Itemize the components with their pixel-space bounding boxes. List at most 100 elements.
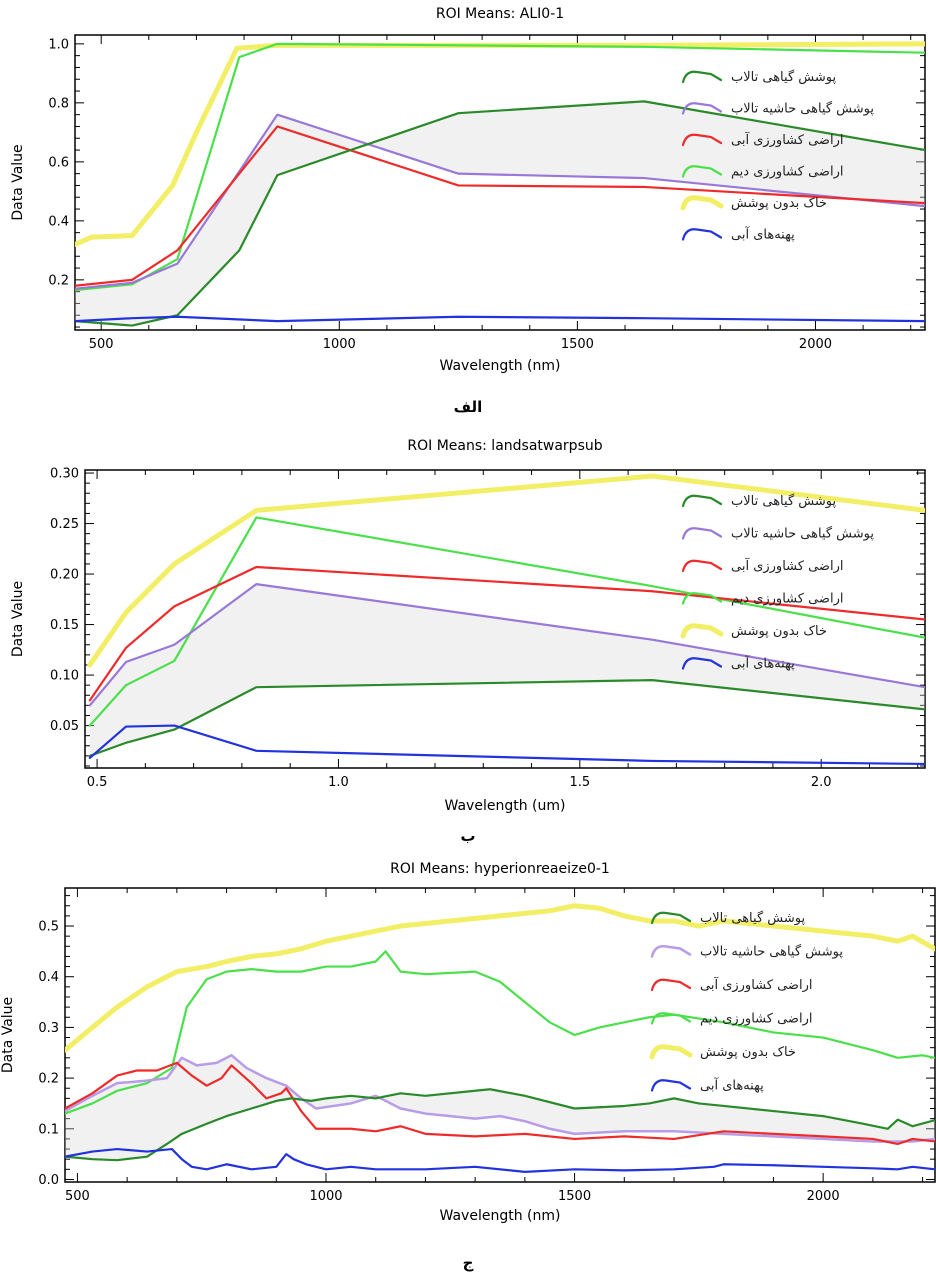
x-tick-label: 2000 — [799, 337, 832, 352]
series-line-2 — [65, 1061, 935, 1146]
x-tick-label: 500 — [65, 1189, 90, 1204]
legend-label-1: پوشش گیاهی حاشیه تالاب — [700, 944, 843, 960]
y-axis-label: Data Value — [10, 581, 26, 657]
chart-title: ROI Means: landsatwarpsub — [407, 438, 602, 454]
legend-symbol-0 — [681, 70, 723, 84]
series-line-2 — [88, 565, 925, 702]
legend-symbol-1 — [650, 944, 692, 958]
series-line-3 — [88, 516, 925, 727]
y-tick-label: 0.0 — [38, 1173, 59, 1188]
legend-symbol-4 — [680, 195, 724, 211]
chart-3-svg: ROI Means: hyperionreaeize0-1 Wavelength … — [0, 861, 936, 1224]
y-axis-label: Data Value — [10, 144, 26, 220]
series-line-3 — [65, 950, 935, 1115]
legend-label-5: پهنه‌های آبی — [700, 1077, 764, 1094]
series-line-2 — [75, 125, 925, 287]
legend-label-3: اراضی کشاورزی دیم — [731, 592, 843, 607]
caption-3: ج — [462, 1254, 474, 1272]
legend-symbol-3 — [681, 165, 723, 178]
x-tick-label: 1.0 — [328, 775, 349, 790]
y-tick-label: 0.6 — [48, 155, 69, 170]
legend-symbol-4 — [649, 1044, 693, 1060]
legend-symbol-3 — [681, 592, 723, 605]
series-line-4 — [87, 473, 925, 668]
chart-panel-3: ROI Means: hyperionreaeize0-1 Wavelength … — [0, 855, 936, 1245]
plot-area — [74, 34, 926, 331]
series-line-0 — [75, 100, 925, 327]
x-tick-label: 2.0 — [811, 775, 832, 790]
series-line-5 — [75, 315, 925, 323]
y-tick-label: 0.2 — [48, 273, 69, 288]
series-shading — [89, 584, 925, 756]
legend-label-2: اراضی کشاورزی آبی — [731, 131, 843, 148]
y-tick-label: 0.2 — [38, 1072, 59, 1087]
series-shading — [65, 1055, 935, 1161]
legend-label-1: پوشش گیاهی حاشیه تالاب — [731, 526, 874, 542]
x-tick-label: 1000 — [309, 1189, 342, 1204]
legend-symbol-5 — [681, 228, 723, 241]
y-axis-label: Data Value — [0, 997, 16, 1073]
series-line-1 — [88, 583, 925, 707]
legend-symbol-0 — [650, 911, 692, 925]
y-tick-label: 0.4 — [38, 970, 59, 985]
y-tick-label: 0.8 — [48, 96, 69, 111]
series-line-0 — [65, 1088, 935, 1162]
x-tick-label: 1500 — [561, 337, 594, 352]
legend-label-3: اراضی کشاورزی دیم — [731, 165, 843, 180]
x-axis-label: Wavelength (nm) — [440, 358, 561, 374]
y-tick-label: 0.25 — [50, 517, 79, 532]
legend-symbol-3 — [650, 1012, 692, 1025]
series-line-5 — [65, 1147, 935, 1173]
legend-label-3: اراضی کشاورزی دیم — [700, 1012, 812, 1027]
y-tick-label: 0.5 — [38, 920, 59, 935]
legend-symbol-2 — [681, 559, 723, 573]
series-line-1 — [75, 113, 925, 290]
chart-panel-1: ROI Means: ALI0-1 Wavelength (nm) Data Val… — [0, 0, 936, 395]
chart-title: ROI Means: ALI0-1 — [436, 6, 564, 22]
chart-1-svg: ROI Means: ALI0-1 Wavelength (nm) Data Val… — [10, 6, 926, 374]
series-shading — [75, 101, 925, 326]
legend-label-0: پوشش گیاهی تالاب — [731, 493, 836, 509]
x-axis-label: Wavelength (nm) — [440, 1208, 561, 1224]
x-tick-label: 500 — [89, 337, 114, 352]
x-tick-label: 1000 — [323, 337, 356, 352]
legend-label-4: خاک بدون پوشش — [731, 624, 827, 639]
legend-symbol-1 — [681, 102, 723, 115]
y-tick-label: 0.4 — [48, 214, 69, 229]
x-tick-label: 1.5 — [569, 775, 590, 790]
legend-label-5: پهنه‌های آبی — [731, 655, 795, 672]
x-tick-label: 1500 — [558, 1189, 591, 1204]
y-tick-label: 0.30 — [50, 467, 79, 482]
x-tick-label: 2000 — [807, 1189, 840, 1204]
legend-label-2: اراضی کشاورزی آبی — [731, 557, 843, 574]
legend-symbol-5 — [681, 657, 723, 670]
legend-label-1: پوشش گیاهی حاشیه تالاب — [731, 101, 874, 117]
x-axis-label: Wavelength (um) — [445, 798, 566, 814]
legend-label-5: پهنه‌های آبی — [731, 226, 795, 243]
y-tick-label: 0.10 — [50, 669, 79, 684]
legend-symbol-0 — [681, 494, 723, 508]
legend-symbol-1 — [681, 527, 723, 540]
x-tick-label: 0.5 — [87, 775, 108, 790]
legend-symbol-4 — [680, 623, 724, 639]
series-line-5 — [88, 724, 925, 766]
y-tick-label: 1.0 — [48, 37, 69, 52]
chart-2-svg: ROI Means: landsatwarpsub Wavelength (um)… — [10, 438, 926, 814]
legend-symbol-5 — [650, 1079, 692, 1092]
legend-symbol-2 — [650, 978, 692, 992]
y-tick-label: 0.05 — [50, 719, 79, 734]
caption-2: ب — [460, 827, 476, 845]
chart-title: ROI Means: hyperionreaeize0-1 — [390, 861, 610, 877]
y-tick-label: 0.20 — [50, 568, 79, 583]
series-line-4 — [65, 903, 935, 1053]
y-tick-label: 0.15 — [50, 618, 79, 633]
chart-panel-2: ROI Means: landsatwarpsub Wavelength (um)… — [0, 430, 936, 830]
series-line-0 — [88, 679, 925, 757]
legend-label-0: پوشش گیاهی تالاب — [700, 910, 805, 926]
legend-label-2: اراضی کشاورزی آبی — [700, 976, 812, 993]
legend-label-0: پوشش گیاهی تالاب — [731, 69, 836, 85]
caption-1: الف — [453, 398, 483, 416]
legend-label-4: خاک بدون پوشش — [700, 1045, 796, 1060]
y-tick-label: 0.3 — [38, 1021, 59, 1036]
legend-symbol-2 — [681, 133, 723, 147]
